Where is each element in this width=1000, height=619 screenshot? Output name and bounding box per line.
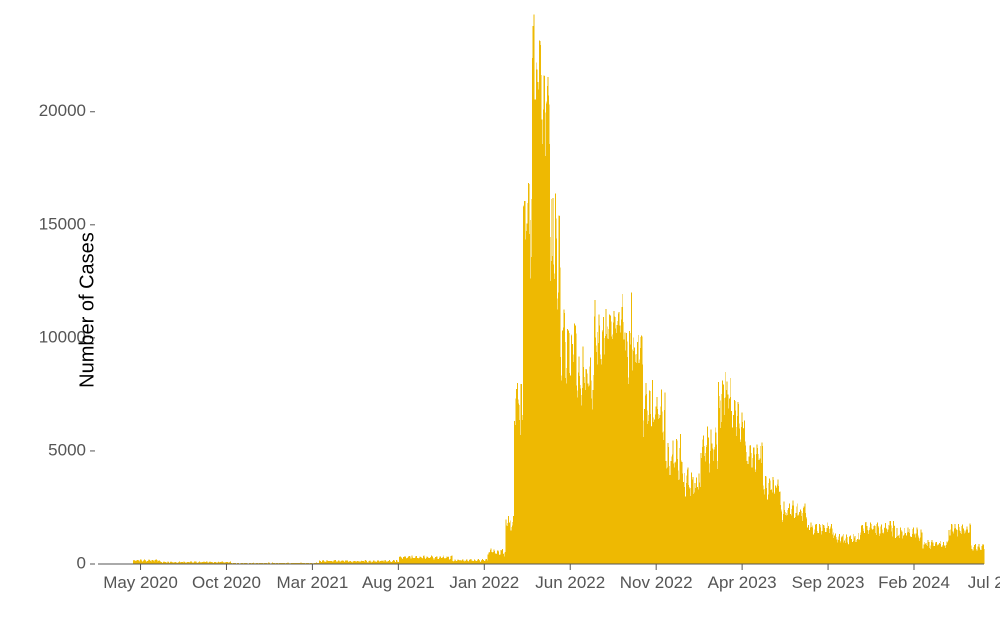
x-axis: May 2020 Oct 2020 Mar 2021 Aug 2021 Jan 2022… [103,564,1000,592]
bars-group [133,15,984,564]
y-axis-label: Number of Cases [76,232,99,388]
bar [984,549,985,564]
x-tick-label: Aug 2021 [362,573,435,592]
x-tick-label: Jan 2022 [449,573,519,592]
cases-time-series-chart: Number of Cases 05000100001500020000May … [0,0,1000,619]
x-tick-label: Jun 2022 [535,573,605,592]
x-tick-label: Apr 2023 [708,573,777,592]
y-tick-label: 15000 [39,214,86,233]
x-tick-label: May 2020 [103,573,178,592]
y-tick-label: 5000 [48,440,86,459]
x-tick-label: Nov 2022 [620,573,693,592]
x-tick-label: Sep 2023 [792,573,865,592]
x-tick-label: Oct 2020 [192,573,261,592]
x-tick-label: Feb 2024 [878,573,950,592]
y-tick-label: 0 [77,553,86,572]
y-tick-label: 20000 [39,101,86,120]
chart-svg: 05000100001500020000May 2020Oct 2020Mar … [0,0,1000,619]
x-tick-label: Jul 2024 [968,573,1000,592]
x-tick-label: Mar 2021 [276,573,348,592]
